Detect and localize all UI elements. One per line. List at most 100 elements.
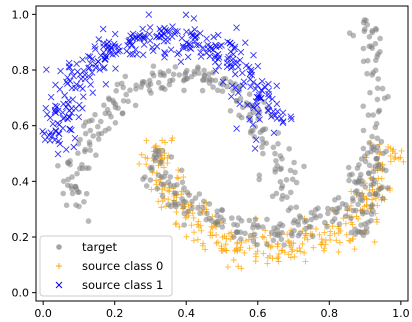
point-source-class-1	[100, 64, 107, 72]
point-target	[362, 184, 369, 190]
point-target	[291, 159, 297, 166]
point-source-class-1	[287, 113, 295, 121]
point-target	[182, 69, 189, 76]
point-source-class-0	[275, 250, 282, 257]
point-source-class-1	[231, 43, 239, 51]
point-source-class-1	[51, 108, 59, 116]
point-target	[360, 145, 367, 152]
point-source-class-0	[200, 240, 207, 247]
point-source-class-0	[164, 160, 171, 167]
point-target	[378, 138, 385, 145]
point-source-class-1	[115, 43, 122, 50]
point-target	[376, 107, 383, 114]
point-target	[360, 103, 367, 109]
point-target	[178, 167, 185, 174]
point-source-class-1	[62, 146, 70, 153]
point-source-class-1	[171, 27, 179, 35]
point-source-class-0	[148, 186, 155, 193]
point-source-class-1	[66, 125, 74, 133]
point-source-class-1	[54, 150, 62, 158]
point-target	[379, 85, 386, 92]
point-source-class-1	[111, 30, 119, 38]
point-source-class-1	[273, 82, 281, 90]
point-target	[224, 83, 230, 90]
point-source-class-0	[173, 209, 180, 216]
point-source-class-1	[246, 115, 253, 123]
point-target	[81, 148, 88, 155]
point-source-class-1	[127, 32, 134, 40]
point-source-class-0	[285, 251, 292, 258]
point-source-class-0	[391, 155, 398, 162]
x-tick-label: 1.0	[392, 307, 410, 320]
y-tick-label: 0.0	[12, 287, 30, 300]
point-source-class-1	[43, 66, 50, 73]
point-target	[69, 174, 75, 180]
point-target	[168, 203, 174, 210]
legend-box	[39, 235, 173, 297]
point-source-class-0	[387, 158, 394, 165]
point-source-class-1	[182, 11, 190, 19]
point-target	[181, 87, 187, 94]
point-source-class-1	[79, 56, 86, 64]
point-source-class-0	[286, 239, 293, 246]
point-source-class-0	[397, 154, 404, 161]
point-target	[264, 241, 270, 248]
point-target	[291, 227, 297, 234]
point-source-class-0	[168, 137, 175, 144]
point-source-class-0	[321, 229, 328, 236]
point-target	[369, 29, 376, 36]
point-target	[358, 222, 364, 228]
point-target	[181, 222, 187, 228]
point-target	[112, 104, 119, 111]
point-target	[186, 192, 192, 198]
point-target	[160, 181, 167, 188]
point-source-class-1	[112, 65, 119, 72]
point-source-class-1	[212, 43, 220, 51]
point-source-class-1	[191, 34, 199, 42]
point-target	[301, 163, 307, 170]
point-target	[231, 234, 237, 240]
point-source-class-1	[251, 145, 259, 152]
point-source-class-0	[143, 161, 150, 168]
point-target	[81, 199, 87, 205]
plot-frame	[35, 5, 409, 302]
point-source-class-1	[139, 25, 146, 33]
point-target	[259, 144, 265, 150]
point-source-class-0	[222, 241, 229, 248]
point-source-class-0	[183, 213, 190, 220]
point-target	[196, 191, 203, 197]
point-source-class-1	[54, 119, 61, 127]
point-source-class-0	[241, 249, 248, 256]
point-source-class-1	[249, 103, 257, 110]
point-target	[82, 130, 89, 137]
point-source-class-1	[135, 32, 142, 40]
point-target	[286, 146, 293, 152]
point-source-class-1	[271, 112, 279, 119]
point-source-class-1	[146, 30, 153, 38]
point-target	[219, 88, 226, 94]
point-target	[272, 150, 278, 157]
point-target	[159, 193, 166, 199]
point-target	[93, 152, 99, 158]
point-source-class-1	[253, 101, 261, 109]
point-target	[372, 124, 379, 131]
point-source-class-0	[302, 258, 309, 265]
point-source-class-0	[353, 213, 360, 220]
point-target	[95, 131, 102, 137]
point-target	[348, 215, 354, 222]
point-source-class-1	[92, 45, 99, 53]
point-target	[113, 88, 119, 94]
point-target	[189, 205, 195, 212]
point-target	[269, 193, 276, 200]
point-target	[86, 165, 92, 171]
point-source-class-1	[247, 83, 254, 91]
x-tick-label: 0.8	[321, 307, 339, 320]
point-source-class-0	[262, 227, 269, 234]
point-target	[167, 174, 174, 180]
point-source-class-0	[188, 222, 195, 229]
point-source-class-1	[183, 39, 190, 46]
point-source-class-1	[45, 131, 53, 139]
point-source-class-1	[268, 95, 276, 103]
point-target	[355, 201, 361, 208]
point-target	[254, 241, 260, 248]
